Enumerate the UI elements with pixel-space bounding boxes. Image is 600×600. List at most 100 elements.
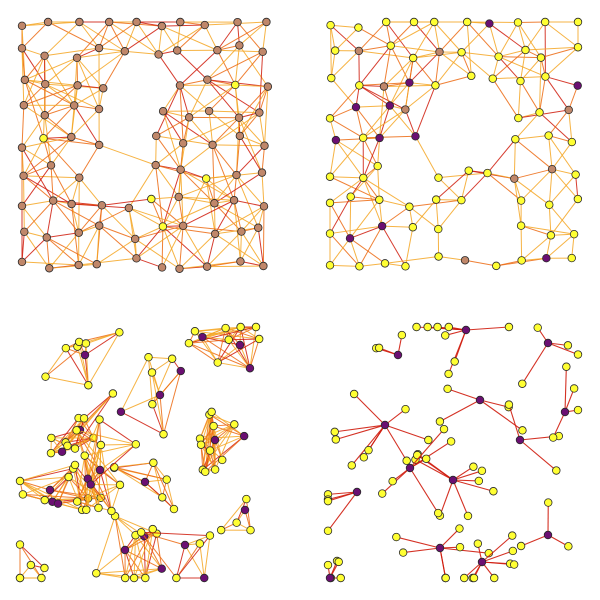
graph-edge: [435, 170, 470, 201]
graph-edge: [464, 259, 497, 267]
graph-edge: [45, 347, 67, 377]
graph-edge: [452, 470, 483, 481]
graph-edge: [206, 45, 240, 81]
graph-node: [39, 134, 48, 143]
graph-node: [325, 573, 335, 583]
graph-edge: [327, 491, 358, 532]
graph-edge: [520, 168, 553, 201]
graph-node: [411, 132, 420, 141]
graph-node: [40, 495, 49, 505]
graph-edge: [96, 238, 136, 265]
graph-node: [564, 105, 573, 115]
graph-edge: [50, 165, 54, 201]
graph-node: [210, 199, 219, 208]
graph-node: [17, 44, 27, 53]
graph-edge: [454, 329, 467, 362]
graph-node: [422, 454, 431, 463]
graph-edge: [249, 326, 257, 369]
graph-node: [94, 43, 104, 53]
graph-edge: [238, 117, 265, 147]
graph-edge: [152, 462, 163, 498]
graph-node: [41, 372, 50, 381]
graph-edge: [239, 112, 260, 137]
graph-node: [259, 261, 268, 271]
graph-edge: [404, 82, 410, 110]
graph-node: [433, 508, 443, 518]
graph-edge: [199, 543, 205, 579]
graph-node: [434, 252, 443, 261]
graph-edge: [98, 47, 125, 52]
graph-node: [210, 465, 220, 474]
graph-edge: [176, 50, 208, 81]
graph-node: [251, 322, 261, 332]
graph-edge: [412, 199, 437, 228]
graph-node: [431, 81, 440, 90]
graph-node: [245, 364, 255, 373]
graph-edge: [412, 21, 435, 59]
graph-edge: [73, 87, 104, 106]
graph-edge: [124, 21, 138, 52]
graph-node: [423, 322, 432, 332]
graph-edge: [447, 388, 481, 401]
graph-node: [513, 18, 523, 27]
graph-edge: [409, 440, 452, 469]
graph-edge: [78, 225, 100, 266]
graph-edge: [205, 178, 235, 201]
graph-edge: [439, 21, 468, 53]
graph-node: [19, 101, 29, 110]
graph-edge: [76, 429, 136, 445]
graph-edge: [182, 178, 207, 227]
graph-edge: [150, 198, 164, 227]
graph-node: [560, 407, 570, 417]
graph-edge: [377, 137, 381, 167]
graph-edge: [159, 394, 165, 435]
graph-edge: [184, 544, 205, 579]
graph-node: [176, 17, 185, 27]
graph-node: [546, 231, 556, 240]
graph-edge: [83, 393, 114, 419]
graph-node: [147, 368, 157, 377]
graph-edge: [155, 85, 181, 137]
graph-edge: [551, 168, 579, 200]
graph-edge: [517, 22, 542, 58]
graph-edge: [330, 50, 360, 79]
graph-node: [518, 426, 527, 435]
graph-edge: [162, 226, 216, 235]
graph-node: [110, 462, 119, 472]
graph-edge: [349, 225, 383, 239]
graph-node: [401, 404, 410, 414]
graph-edge: [461, 23, 490, 53]
graph-edge: [155, 142, 184, 166]
graph-edge: [358, 225, 383, 267]
graph-edge: [461, 51, 499, 58]
graph-edge: [520, 534, 549, 547]
graph-edge: [466, 21, 499, 58]
graph-node: [424, 435, 433, 445]
graph-edge: [79, 21, 126, 52]
graph-node: [457, 48, 466, 57]
graph-edge: [335, 139, 364, 179]
graph-node: [115, 480, 125, 490]
graph-edge: [433, 21, 440, 53]
graph-edge: [358, 45, 391, 52]
graph-edge: [108, 21, 159, 55]
graph-edge: [359, 84, 406, 110]
graph-edge: [433, 21, 462, 53]
graph-edge: [84, 455, 112, 512]
graph-edge: [98, 144, 156, 166]
graph-edge: [362, 137, 379, 167]
graph-edge: [514, 178, 550, 206]
graph-edge: [179, 85, 184, 144]
graph-edge: [409, 467, 439, 514]
graph-edge: [44, 55, 75, 106]
graph-node: [195, 539, 205, 548]
graph-node: [518, 379, 527, 388]
graph-edge: [44, 21, 80, 57]
graph-edge: [436, 199, 462, 201]
graph-edge: [161, 25, 178, 51]
graph-node: [162, 475, 171, 484]
graph-edge: [220, 498, 247, 531]
graph-node: [196, 440, 206, 449]
graph-edge: [515, 138, 553, 170]
graph-node: [504, 400, 514, 409]
